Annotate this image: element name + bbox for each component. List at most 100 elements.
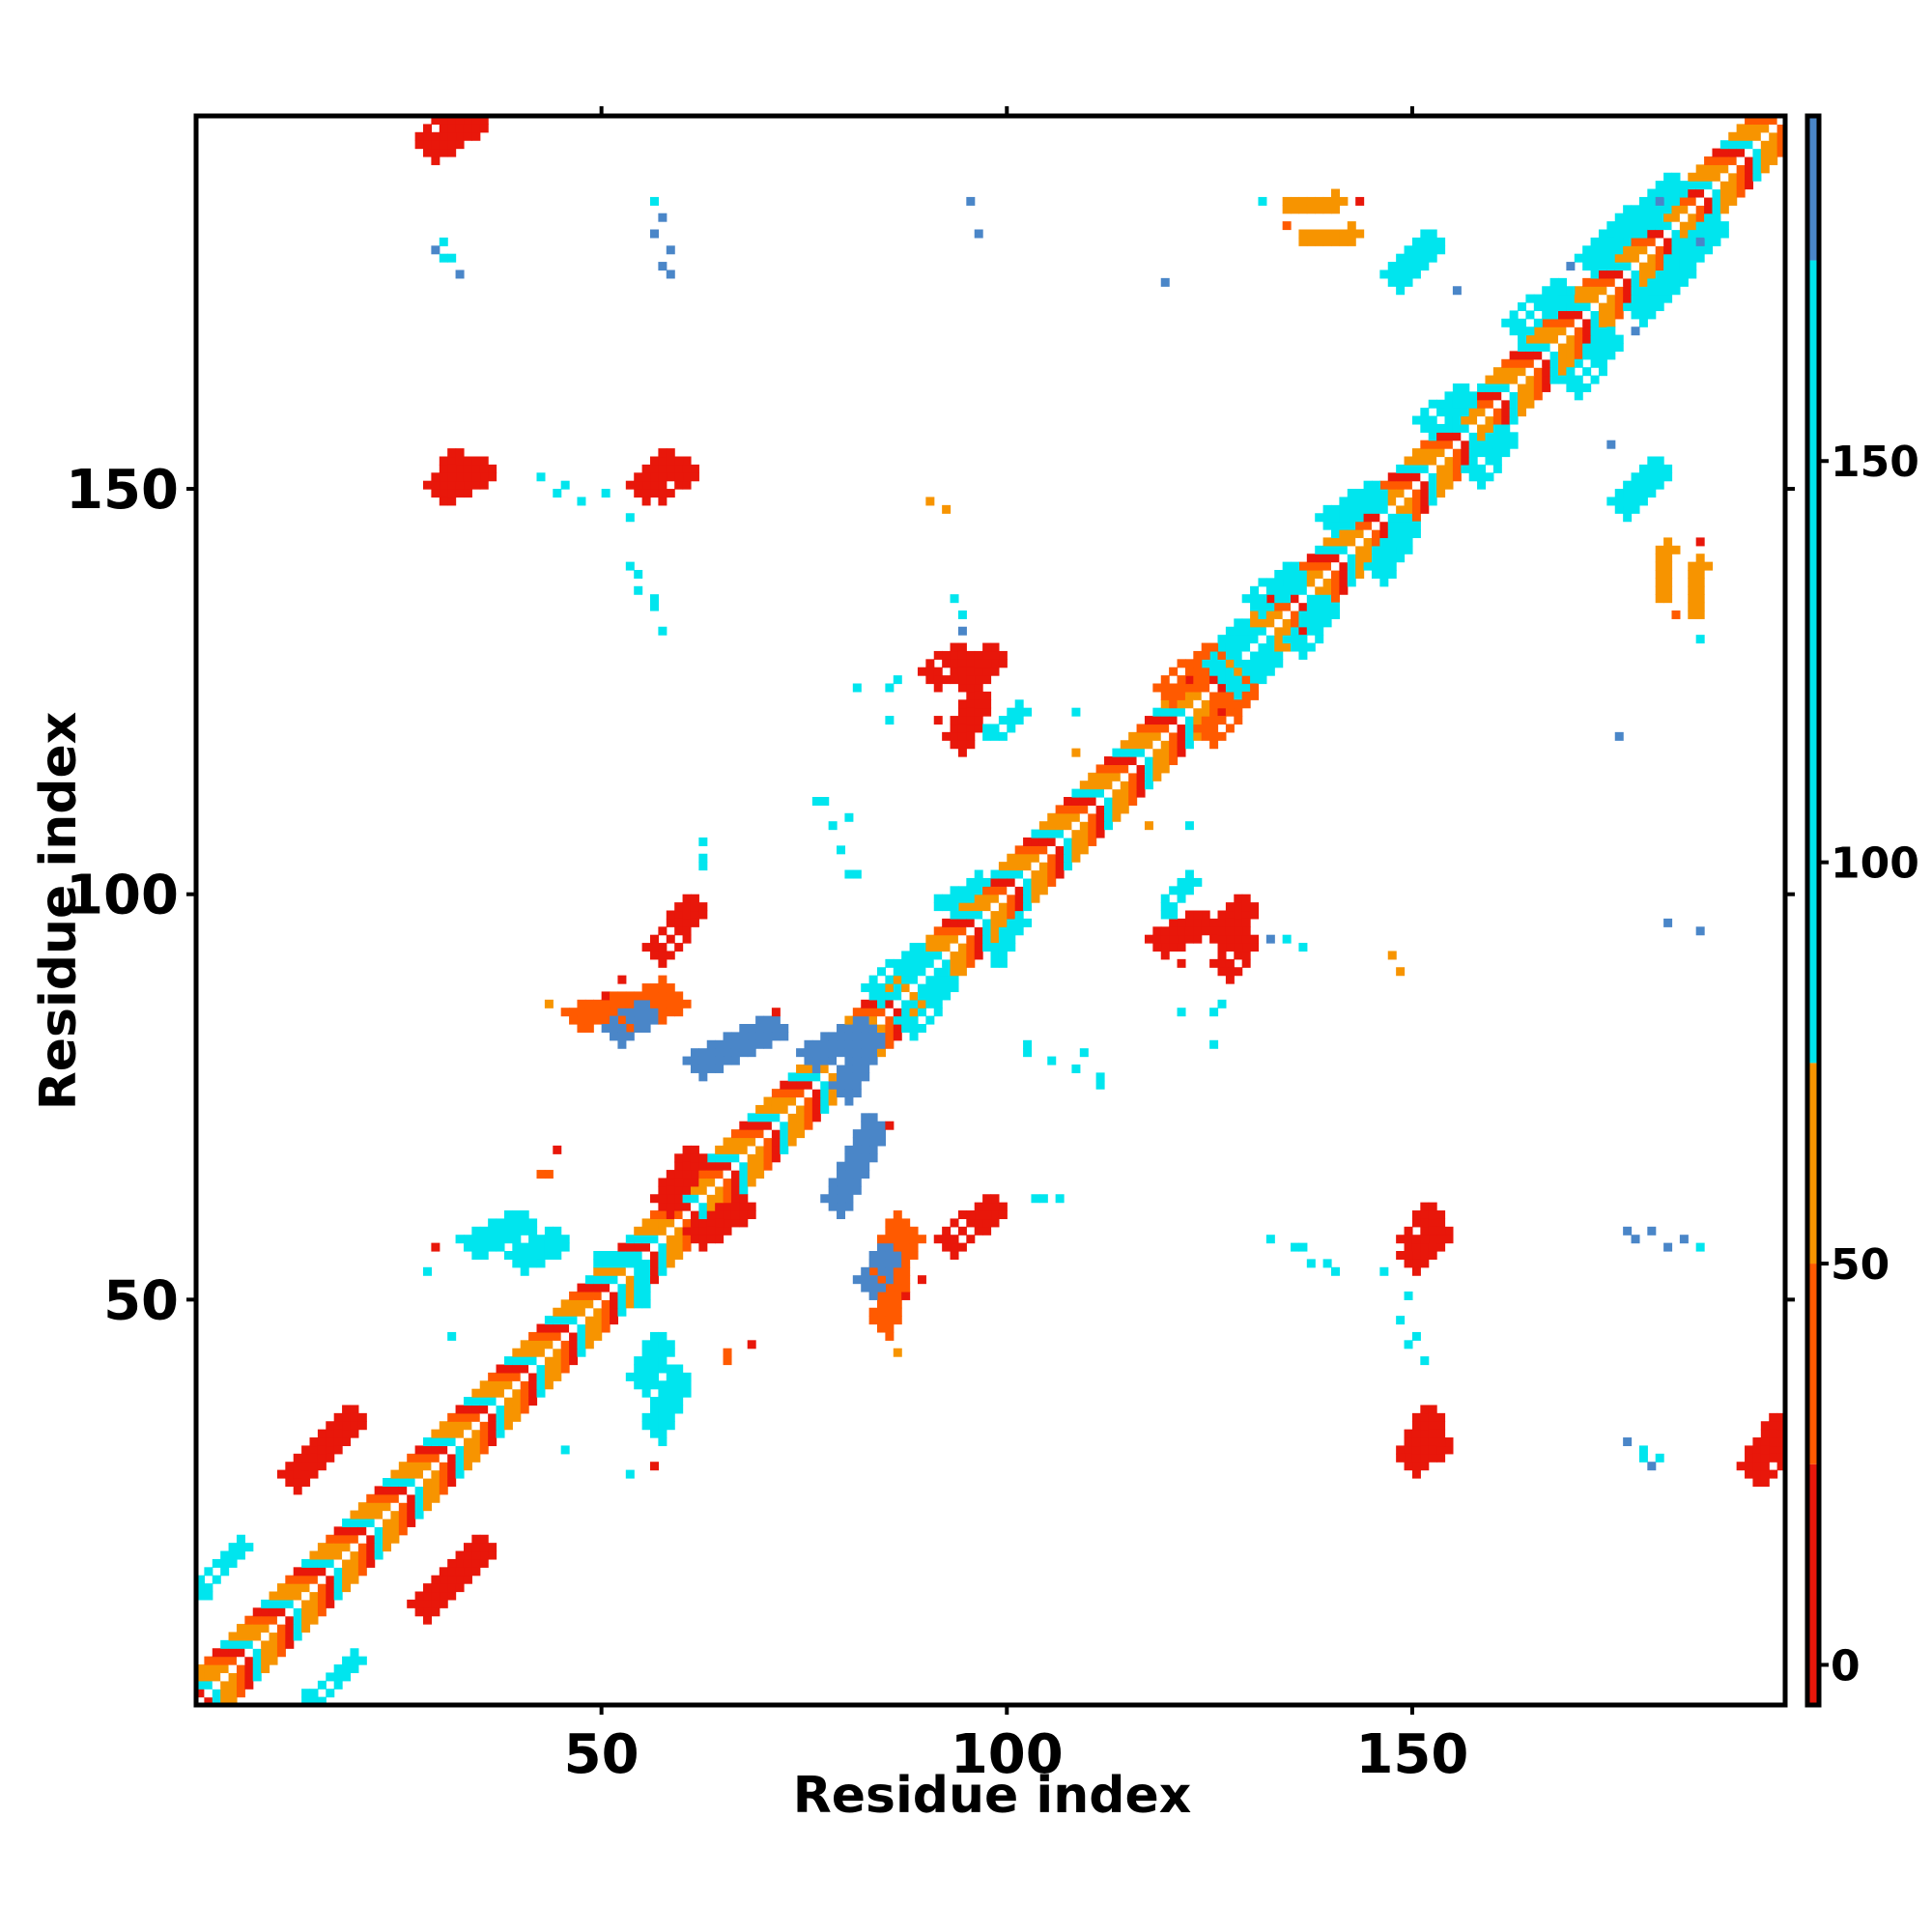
heatmap-cell <box>1322 618 1332 628</box>
heatmap-cell <box>1258 610 1267 619</box>
heatmap-cell <box>1379 554 1389 563</box>
heatmap-cell <box>666 1380 675 1390</box>
heatmap-cell <box>342 1543 352 1552</box>
heatmap-cell <box>228 1680 238 1690</box>
heatmap-cell <box>1038 837 1048 846</box>
heatmap-cell <box>1315 513 1324 523</box>
heatmap-cell <box>1671 188 1681 198</box>
heatmap-cell <box>617 1024 627 1033</box>
heatmap-cell <box>666 1388 675 1398</box>
heatmap-cell <box>447 464 457 473</box>
heatmap-cell <box>512 1405 522 1414</box>
heatmap-cell <box>488 1437 497 1447</box>
heatmap-cell <box>1023 902 1033 912</box>
heatmap-cell <box>1436 489 1446 498</box>
heatmap-cell <box>1160 756 1170 766</box>
heatmap-cell <box>269 1607 278 1617</box>
heatmap-cell <box>1671 545 1681 554</box>
heatmap-cell <box>852 1048 862 1058</box>
heatmap-cell <box>1671 205 1681 214</box>
heatmap-cell <box>1088 829 1097 838</box>
heatmap-cell <box>674 1185 684 1195</box>
heatmap-cell <box>650 229 659 239</box>
heatmap-cell <box>730 1178 740 1187</box>
heatmap-cell <box>893 1299 902 1309</box>
heatmap-cell <box>868 1113 878 1122</box>
heatmap-cell <box>528 1218 538 1228</box>
heatmap-cell <box>560 1235 570 1244</box>
heatmap-cell <box>885 1283 895 1293</box>
heatmap-cell <box>1339 570 1349 579</box>
heatmap-cell <box>861 1113 870 1122</box>
heatmap-cell <box>1404 513 1413 523</box>
heatmap-cell <box>1322 570 1332 579</box>
heatmap-cell <box>1184 707 1194 717</box>
heatmap-cell <box>1396 464 1406 473</box>
heatmap-cell <box>1306 594 1316 604</box>
heatmap-cell <box>593 1008 603 1017</box>
heatmap-cell <box>1606 237 1616 246</box>
heatmap-cell <box>990 667 1000 676</box>
heatmap-cell <box>431 140 440 150</box>
heatmap-cell <box>488 1421 497 1431</box>
heatmap-cell <box>966 716 976 725</box>
heatmap-cell <box>674 1226 684 1236</box>
heatmap-cell <box>820 1194 830 1204</box>
heatmap-cell <box>220 1689 230 1698</box>
heatmap-cell <box>893 1266 902 1276</box>
heatmap-cell <box>610 999 619 1009</box>
heatmap-cell <box>674 902 684 912</box>
heatmap-cell <box>423 1486 432 1495</box>
heatmap-cell <box>617 1032 627 1041</box>
heatmap-cell <box>1518 399 1527 409</box>
heatmap-cell <box>1468 423 1478 433</box>
heatmap-cell <box>1671 610 1681 619</box>
heatmap-cell <box>1071 845 1081 855</box>
heatmap-cell <box>1250 943 1260 952</box>
heatmap-cell <box>1064 805 1073 814</box>
heatmap-cell <box>658 1178 668 1187</box>
heatmap-cell <box>1331 229 1340 239</box>
heatmap-cell <box>893 1218 902 1228</box>
heatmap-cell <box>333 1583 343 1593</box>
heatmap-cell <box>1031 862 1040 871</box>
heatmap-cell <box>658 497 668 506</box>
heatmap-cell <box>463 1567 472 1577</box>
heatmap-cell <box>942 1235 952 1244</box>
heatmap-cell <box>682 1210 692 1220</box>
heatmap-cell <box>780 1089 789 1098</box>
heatmap-cell <box>383 1526 392 1536</box>
heatmap-cell <box>1558 277 1567 287</box>
heatmap-cell <box>536 472 546 482</box>
heatmap-cell <box>285 1478 295 1487</box>
heatmap-cell <box>925 951 935 960</box>
heatmap-cell <box>1306 205 1316 214</box>
heatmap-cell <box>1404 270 1413 279</box>
heatmap-cell <box>739 1161 749 1171</box>
heatmap-cell <box>383 1518 392 1527</box>
heatmap-cell <box>1614 245 1624 255</box>
heatmap-cell <box>868 1056 878 1065</box>
heatmap-cell <box>690 1178 699 1187</box>
heatmap-cell <box>1582 302 1592 312</box>
heatmap-cell <box>285 1462 295 1471</box>
heatmap-cell <box>641 1372 651 1381</box>
heatmap-cell <box>730 1032 740 1041</box>
heatmap-cell <box>1444 423 1454 433</box>
heatmap-cell <box>1411 262 1421 271</box>
heatmap-cell <box>593 1283 603 1293</box>
heatmap-cell <box>1152 934 1162 944</box>
heatmap-cell <box>739 1039 749 1049</box>
heatmap-cell <box>1250 618 1260 628</box>
heatmap-cell <box>755 1129 765 1139</box>
heatmap-cell <box>771 1008 781 1017</box>
heatmap-cell <box>658 975 668 984</box>
heatmap-cell <box>1509 408 1519 417</box>
heatmap-cell <box>837 1178 846 1187</box>
heatmap-cell <box>901 958 911 968</box>
heatmap-cell <box>431 1437 440 1447</box>
heatmap-cell <box>1088 812 1097 822</box>
heatmap-cell <box>439 1462 448 1471</box>
heatmap-cell <box>787 1096 797 1106</box>
heatmap-cell <box>666 1242 675 1252</box>
